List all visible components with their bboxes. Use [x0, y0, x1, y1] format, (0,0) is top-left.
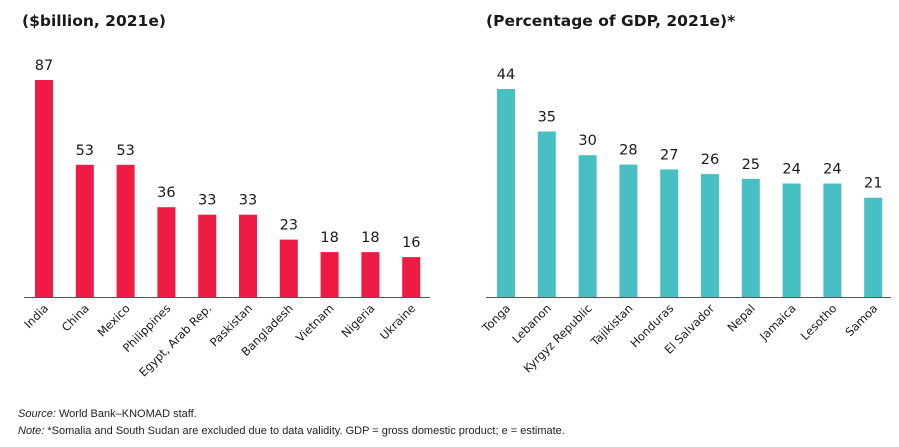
data-label: 23 — [280, 218, 298, 234]
x-tick-label: Lesotho — [798, 301, 840, 343]
x-tick-label: Nepal — [725, 301, 758, 334]
bar — [619, 164, 638, 297]
note-text: *Somalia and South Sudan are excluded du… — [44, 425, 565, 437]
bar — [75, 164, 94, 297]
x-tick-label: Vietnam — [293, 301, 337, 345]
bar — [864, 197, 883, 297]
x-tick-label: Jamaica — [756, 301, 799, 344]
data-label: 26 — [701, 152, 719, 168]
chart-title: ($billion, 2021e) — [22, 12, 166, 30]
data-label: 28 — [619, 143, 637, 159]
source-label: Source: — [18, 408, 56, 420]
bar — [701, 174, 719, 297]
data-label: 30 — [578, 133, 596, 149]
x-tick-label: Samoa — [842, 301, 880, 339]
remittances-gdp-share-chart: (Percentage of GDP, 2021e)* 44 Tonga 35 Leb… — [466, 0, 899, 405]
footnote: Note: *Somalia and South Sudan are exclu… — [18, 425, 565, 437]
bar — [35, 80, 53, 297]
bar — [741, 178, 760, 297]
x-tick-label: India — [21, 301, 51, 331]
chart-title: (Percentage of GDP, 2021e)* — [486, 12, 736, 30]
data-label: 53 — [76, 143, 94, 159]
x-tick-label: Nigeria — [339, 301, 378, 340]
data-label: 21 — [864, 176, 882, 192]
data-label: 24 — [782, 162, 800, 178]
bar — [279, 239, 298, 297]
bar — [578, 155, 597, 297]
chart-plot: 87India53China53Mexico36Philippines33Egy… — [21, 58, 430, 379]
bar — [537, 131, 556, 297]
data-label: 33 — [198, 193, 216, 209]
x-tick-label: China — [59, 301, 92, 334]
bar — [361, 252, 380, 297]
remittances-billion-chart: ($billion, 2021e) 87 India 53 China 53 Mexico… — [0, 0, 440, 405]
data-label: 53 — [116, 143, 134, 159]
data-label: 44 — [497, 67, 515, 83]
source-text: World Bank–KNOMAD staff. — [55, 408, 197, 420]
data-label: 36 — [157, 185, 175, 201]
x-tick-label: Tonga — [479, 301, 513, 335]
data-label: 16 — [402, 235, 420, 251]
data-label: 25 — [742, 157, 760, 173]
bar — [660, 169, 679, 297]
data-label: 87 — [35, 58, 53, 74]
bar — [320, 252, 339, 297]
bar — [497, 89, 515, 297]
x-tick-label: Ukraine — [377, 301, 418, 342]
bar — [198, 214, 217, 297]
x-tick-label: Mexico — [94, 301, 132, 339]
x-tick-label: Egypt, Arab Rep. — [136, 301, 214, 379]
data-label: 18 — [361, 230, 379, 246]
data-label: 18 — [320, 230, 338, 246]
data-label: 35 — [538, 110, 556, 126]
source-note: Source: World Bank–KNOMAD staff. — [18, 408, 197, 420]
data-label: 24 — [823, 162, 841, 178]
data-label: 27 — [660, 147, 678, 163]
data-label: 33 — [239, 193, 257, 209]
bar — [157, 207, 176, 297]
bar — [402, 257, 421, 297]
bar — [239, 214, 257, 297]
bar — [782, 183, 801, 297]
note-label: Note: — [18, 425, 45, 437]
bar — [116, 164, 135, 297]
bar — [823, 183, 842, 297]
